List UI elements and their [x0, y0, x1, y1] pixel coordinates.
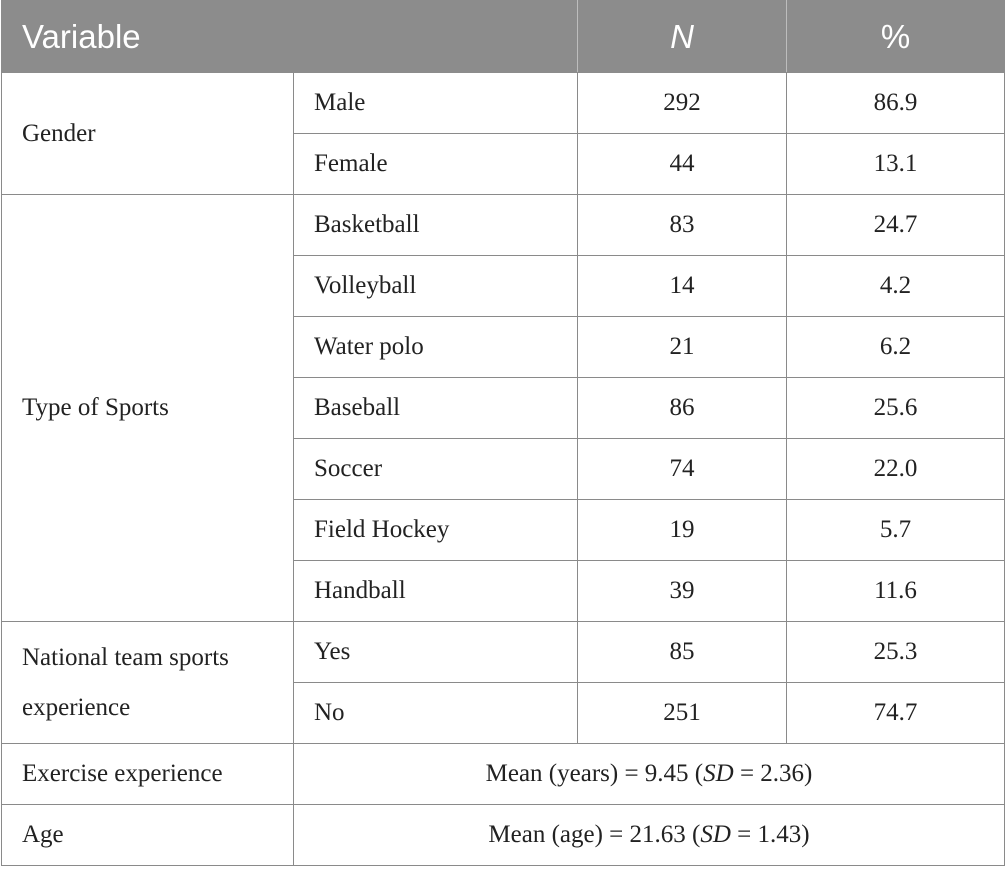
- category-cell: Basketball: [292, 194, 579, 256]
- category-cell: Baseball: [292, 377, 579, 439]
- percent-cell: 6.2: [786, 316, 1005, 378]
- n-cell: 21: [577, 316, 788, 378]
- header-percent: %: [786, 0, 1005, 73]
- n-cell: 83: [577, 194, 788, 256]
- n-cell: 292: [577, 72, 788, 134]
- header-n: N: [577, 0, 788, 73]
- table-row: Female 44 13.1: [2, 133, 1005, 195]
- variable-exercise-experience: Exercise experience: [1, 743, 294, 805]
- demographics-table: Variable N % Gender Male 292 86.9 Female…: [0, 0, 1005, 866]
- percent-cell: 25.3: [786, 621, 1005, 683]
- table-row: Field Hockey 19 5.7: [2, 499, 1005, 561]
- category-cell: Field Hockey: [292, 499, 579, 561]
- table-row: National team sports experience Yes 85 2…: [1, 621, 1005, 744]
- table-row: Age Mean (age) = 21.63 (SD = 1.43): [1, 804, 1005, 866]
- summary-prefix: Mean (years) = 9.45 (: [485, 760, 704, 787]
- table-row: No 251 74.7: [2, 682, 1005, 744]
- summary-cell: Mean (age) = 21.63 (SD = 1.43): [292, 804, 1005, 866]
- header-row: Variable N %: [0, 0, 1005, 73]
- n-cell: 39: [577, 560, 788, 622]
- category-cell: Male: [292, 72, 579, 134]
- category-cell: Soccer: [292, 438, 579, 500]
- percent-cell: 25.6: [786, 377, 1005, 439]
- category-cell: Volleyball: [292, 255, 579, 317]
- percent-cell: 86.9: [786, 72, 1005, 134]
- category-cell: Female: [292, 133, 579, 195]
- category-cell: No: [292, 682, 579, 744]
- summary-suffix: = 1.43): [730, 821, 810, 848]
- category-cell: Yes: [292, 621, 579, 683]
- variable-gender: Gender: [1, 72, 294, 195]
- sd-label: SD: [700, 821, 731, 848]
- n-cell: 19: [577, 499, 788, 561]
- percent-cell: 24.7: [786, 194, 1005, 256]
- sd-label: SD: [703, 760, 734, 787]
- percent-cell: 22.0: [786, 438, 1005, 500]
- table-row: Gender Male 292 86.9: [1, 72, 1005, 195]
- n-cell: 74: [577, 438, 788, 500]
- summary-cell: Mean (years) = 9.45 (SD = 2.36): [292, 743, 1005, 805]
- table-row: Handball 39 11.6: [2, 560, 1005, 622]
- category-cell: Water polo: [292, 316, 579, 378]
- n-cell: 44: [577, 133, 788, 195]
- header-variable: Variable: [0, 0, 579, 73]
- summary-prefix: Mean (age) = 21.63 (: [488, 821, 701, 848]
- percent-cell: 74.7: [786, 682, 1005, 744]
- n-cell: 251: [577, 682, 788, 744]
- percent-cell: 5.7: [786, 499, 1005, 561]
- n-cell: 86: [577, 377, 788, 439]
- table-row: Soccer 74 22.0: [2, 438, 1005, 500]
- table-row: Baseball 86 25.6: [2, 377, 1005, 439]
- percent-cell: 13.1: [786, 133, 1005, 195]
- category-cell: Handball: [292, 560, 579, 622]
- summary-suffix: = 2.36): [733, 760, 813, 787]
- n-cell: 85: [577, 621, 788, 683]
- variable-age: Age: [1, 804, 294, 866]
- table-row: Exercise experience Mean (years) = 9.45 …: [1, 743, 1005, 805]
- n-cell: 14: [577, 255, 788, 317]
- percent-cell: 4.2: [786, 255, 1005, 317]
- percent-cell: 11.6: [786, 560, 1005, 622]
- table-row: Type of Sports Basketball 83 24.7: [1, 194, 1005, 622]
- variable-type-of-sports: Type of Sports: [1, 194, 294, 622]
- variable-national-team-experience: National team sports experience: [1, 621, 294, 744]
